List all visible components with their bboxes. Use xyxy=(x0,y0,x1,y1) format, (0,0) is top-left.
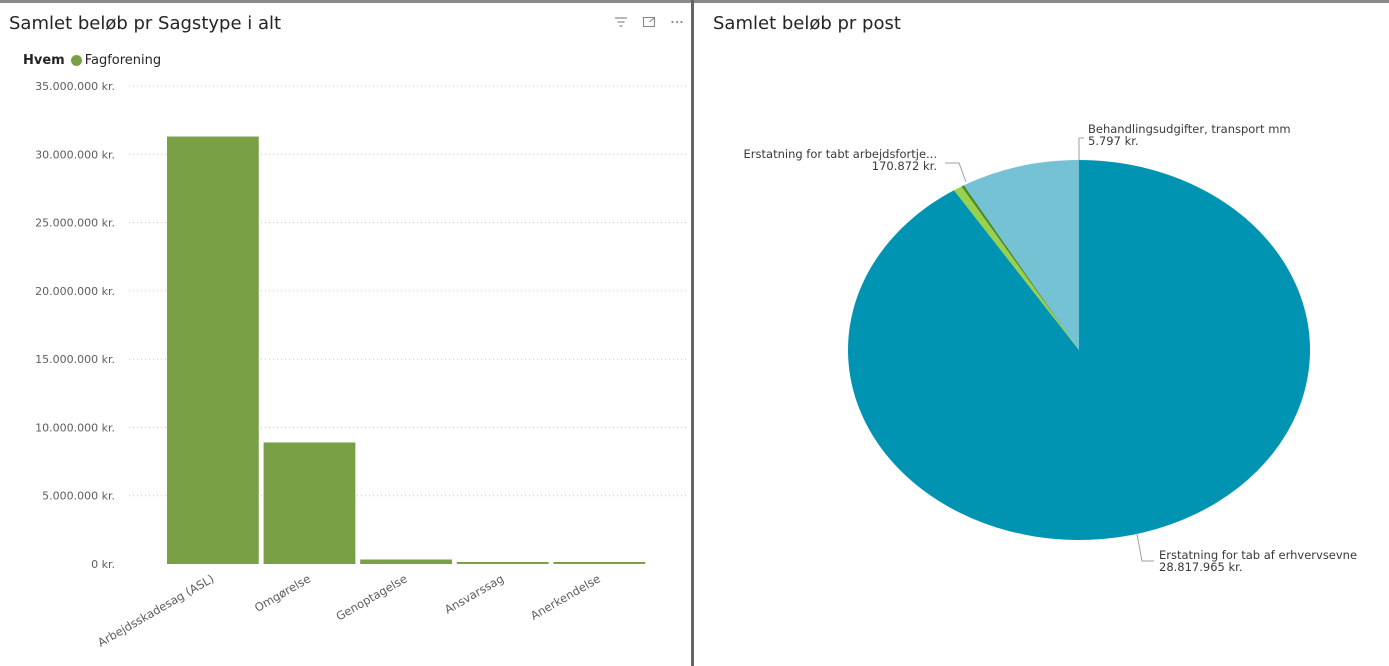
leader-line xyxy=(945,162,967,183)
y-tick-label: 35.000.000 kr. xyxy=(35,80,115,93)
y-tick-label: 30.000.000 kr. xyxy=(35,148,115,161)
slice-label: Erstatning for tabt arbejdsfortje... xyxy=(744,147,937,161)
y-tick-label: 20.000.000 kr. xyxy=(35,285,115,298)
legend: Hvem Fagforening xyxy=(23,53,161,68)
x-category-label: Ansvarssag xyxy=(442,571,506,616)
y-tick-label: 15.000.000 kr. xyxy=(35,353,115,366)
y-tick-label: 0 kr. xyxy=(91,558,115,571)
y-tick-label: 25.000.000 kr. xyxy=(35,217,115,230)
x-category-label: Arbejdsskadesag (ASL) xyxy=(95,571,216,649)
slice-label: 170.872 kr. xyxy=(872,159,937,173)
legend-swatch xyxy=(70,55,82,66)
bar[interactable] xyxy=(263,442,356,564)
bar[interactable] xyxy=(167,136,259,564)
slice-label: 28.817.965 kr. xyxy=(1159,560,1243,574)
panel-divider xyxy=(691,0,694,666)
pie-chart-visual[interactable]: Samlet beløb pr post Erstatning for tab … xyxy=(694,3,1389,666)
bar-chart-visual[interactable]: Samlet beløb pr Sagstype i alt Hvem Fagf… xyxy=(0,3,691,666)
pie-chart-plot: Erstatning for tab af erhvervsevne28.817… xyxy=(744,122,1358,574)
filter-icon[interactable] xyxy=(613,15,629,29)
pie-slice[interactable] xyxy=(847,160,1310,540)
pie-chart-title: Samlet beløb pr post xyxy=(713,13,901,34)
x-category-label: Genoptagelse xyxy=(333,571,409,623)
pie-slice[interactable] xyxy=(963,160,1079,350)
more-options-icon[interactable] xyxy=(669,15,685,29)
bar-chart-plot: 0 kr. 5.000.000 kr. 10.000.000 kr. 15.000.0… xyxy=(35,80,688,650)
x-category-label: Anerkendelse xyxy=(528,571,603,622)
leader-line xyxy=(1078,137,1084,160)
legend-item-label[interactable]: Fagforening xyxy=(84,53,162,68)
pie-slice[interactable] xyxy=(961,185,1079,350)
bar[interactable] xyxy=(360,559,452,564)
slice-label: Erstatning for tab af erhvervsevne xyxy=(1159,548,1357,562)
x-category-label: Omgørelse xyxy=(252,571,313,614)
focus-mode-icon[interactable] xyxy=(641,15,657,29)
y-tick-label: 10.000.000 kr. xyxy=(35,421,115,434)
legend-title: Hvem xyxy=(23,53,65,68)
bar[interactable] xyxy=(456,562,549,564)
pie-slice[interactable] xyxy=(954,186,1079,350)
bar[interactable] xyxy=(553,562,646,564)
top-border xyxy=(0,0,1389,3)
y-tick-label: 5.000.000 kr. xyxy=(42,490,115,503)
visual-header-toolbar xyxy=(613,15,685,29)
leader-line xyxy=(1136,533,1154,562)
slice-label: Behandlingsudgifter, transport mm xyxy=(1088,122,1291,136)
slice-label: 5.797 kr. xyxy=(1088,134,1139,148)
bar-chart-title: Samlet beløb pr Sagstype i alt xyxy=(9,13,282,34)
